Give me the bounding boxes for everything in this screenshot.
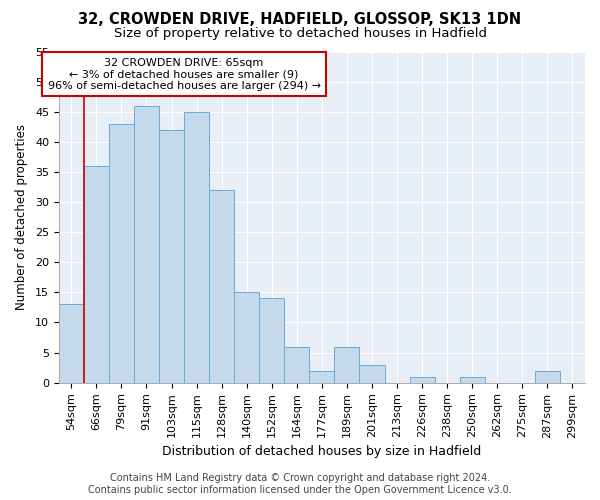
Bar [259,298,284,382]
Bar [59,304,84,382]
Bar [410,376,434,382]
Bar [460,376,485,382]
Bar [310,370,334,382]
Bar [234,292,259,382]
X-axis label: Distribution of detached houses by size in Hadfield: Distribution of detached houses by size … [162,444,482,458]
Text: 32 CROWDEN DRIVE: 65sqm
← 3% of detached houses are smaller (9)
96% of semi-deta: 32 CROWDEN DRIVE: 65sqm ← 3% of detached… [47,58,320,90]
Bar [184,112,209,382]
Bar [535,370,560,382]
Bar [159,130,184,382]
Bar [284,346,310,382]
Text: Contains HM Land Registry data © Crown copyright and database right 2024.
Contai: Contains HM Land Registry data © Crown c… [88,474,512,495]
Bar [209,190,234,382]
Bar [134,106,159,382]
Bar [334,346,359,382]
Bar [84,166,109,382]
Text: 32, CROWDEN DRIVE, HADFIELD, GLOSSOP, SK13 1DN: 32, CROWDEN DRIVE, HADFIELD, GLOSSOP, SK… [79,12,521,28]
Y-axis label: Number of detached properties: Number of detached properties [15,124,28,310]
Bar [359,364,385,382]
Text: Size of property relative to detached houses in Hadfield: Size of property relative to detached ho… [113,28,487,40]
Bar [109,124,134,382]
